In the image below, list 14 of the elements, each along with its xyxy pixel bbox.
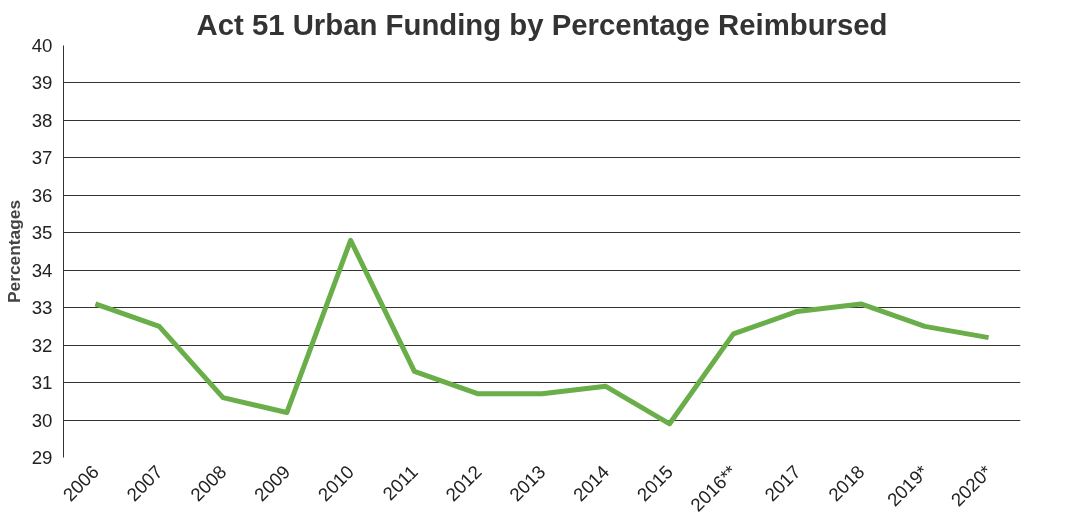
- y-tick-label: 39: [31, 72, 53, 94]
- y-tick-label: 36: [31, 184, 53, 206]
- y-tick-label: 35: [31, 222, 53, 244]
- chart-title: Act 51 Urban Funding by Percentage Reimbursed: [196, 7, 888, 41]
- y-tick-label: 29: [31, 447, 53, 468]
- y-tick-label: 38: [31, 109, 53, 131]
- y-tick-label: 31: [31, 372, 53, 394]
- y-tick-label: 37: [31, 147, 53, 169]
- y-tick-label: 34: [31, 259, 53, 281]
- y-tick-label: 40: [31, 35, 53, 56]
- y-tick-label: 30: [31, 409, 53, 431]
- y-tick-label: 32: [31, 334, 53, 356]
- y-tick-label: 33: [31, 297, 53, 319]
- y-axis-title: Percentages: [3, 199, 24, 304]
